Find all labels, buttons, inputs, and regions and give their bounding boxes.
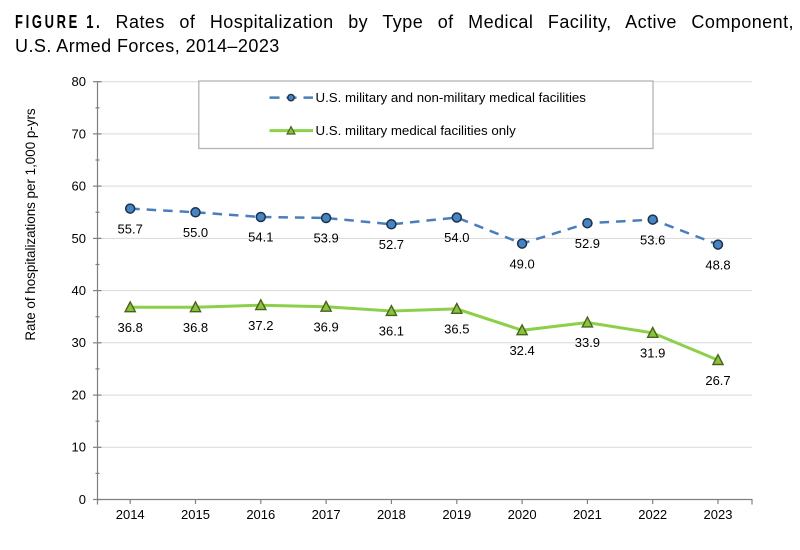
svg-text:52.7: 52.7 [379, 237, 404, 252]
svg-text:52.9: 52.9 [575, 236, 600, 251]
svg-text:36.9: 36.9 [313, 320, 338, 335]
svg-text:50: 50 [72, 231, 86, 246]
svg-text:0: 0 [79, 492, 86, 507]
svg-text:Rate of hospitalizations per 1: Rate of hospitalizations per 1,000 p-yrs [23, 108, 38, 341]
svg-text:55.0: 55.0 [183, 225, 208, 240]
svg-text:32.4: 32.4 [509, 343, 534, 358]
svg-text:33.9: 33.9 [575, 335, 600, 350]
svg-text:54.0: 54.0 [444, 230, 469, 245]
svg-text:55.7: 55.7 [118, 221, 143, 236]
svg-text:70: 70 [72, 126, 86, 141]
svg-text:53.9: 53.9 [313, 231, 338, 246]
svg-text:2018: 2018 [377, 507, 406, 522]
svg-text:2020: 2020 [508, 507, 537, 522]
svg-text:48.8: 48.8 [705, 257, 730, 272]
svg-text:2014: 2014 [116, 507, 145, 522]
svg-text:2016: 2016 [246, 507, 275, 522]
svg-text:31.9: 31.9 [640, 346, 665, 361]
svg-text:36.5: 36.5 [444, 322, 469, 337]
svg-text:37.2: 37.2 [248, 318, 273, 333]
svg-text:20: 20 [72, 388, 86, 403]
svg-text:80: 80 [72, 74, 86, 89]
svg-text:40: 40 [72, 283, 86, 298]
svg-text:2019: 2019 [442, 507, 471, 522]
svg-text:U.S. military and non-military: U.S. military and non-military medical f… [316, 90, 587, 105]
svg-text:49.0: 49.0 [509, 256, 534, 271]
svg-text:36.8: 36.8 [118, 320, 143, 335]
svg-text:U.S. military medical faciliti: U.S. military medical facilities only [316, 123, 517, 138]
svg-text:54.1: 54.1 [248, 230, 273, 245]
svg-text:53.6: 53.6 [640, 232, 665, 247]
svg-text:2017: 2017 [312, 507, 341, 522]
svg-text:2021: 2021 [573, 507, 602, 522]
svg-text:2023: 2023 [704, 507, 733, 522]
svg-text:30: 30 [72, 335, 86, 350]
svg-text:2015: 2015 [181, 507, 210, 522]
svg-text:26.7: 26.7 [705, 373, 730, 388]
svg-text:60: 60 [72, 179, 86, 194]
svg-text:36.1: 36.1 [379, 324, 404, 339]
svg-text:10: 10 [72, 440, 86, 455]
svg-text:36.8: 36.8 [183, 320, 208, 335]
svg-text:2022: 2022 [638, 507, 667, 522]
